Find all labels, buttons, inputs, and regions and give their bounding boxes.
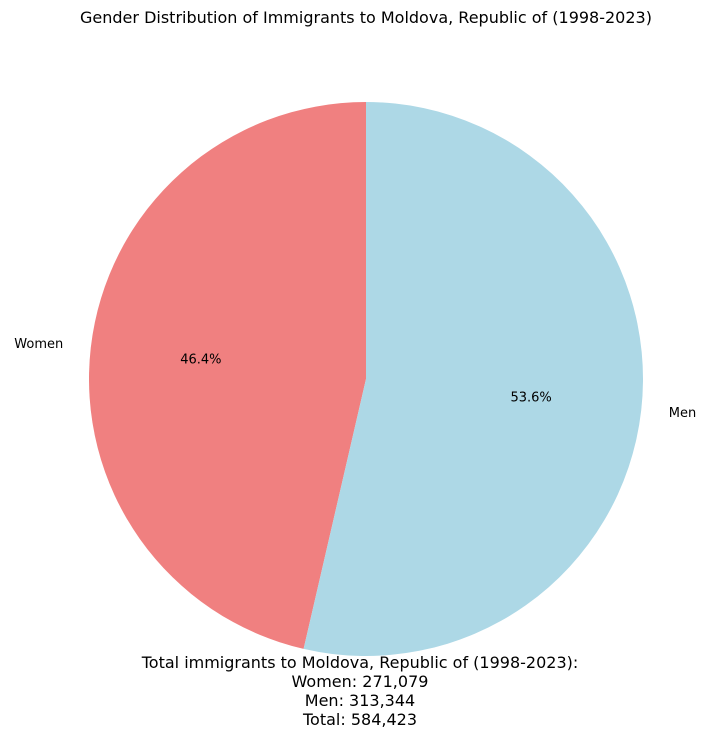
summary-women: Women: 271,079 (291, 672, 429, 691)
pie-slice-women (88, 102, 366, 649)
summary-men: Men: 313,344 (304, 691, 416, 710)
slice-label-women: Women (14, 337, 63, 352)
slice-percent-women: 46.4% (180, 353, 221, 368)
summary-text-block: Total immigrants to Moldova, Republic of… (0, 653, 720, 729)
slice-percent-men: 53.6% (510, 390, 551, 405)
pie-slice-men (303, 102, 643, 656)
chart-title: Gender Distribution of Immigrants to Mol… (80, 8, 652, 27)
summary-heading: Total immigrants to Moldova, Republic of… (141, 653, 579, 672)
slice-label-men: Men (669, 406, 696, 421)
summary-total: Total: 584,423 (302, 710, 417, 729)
